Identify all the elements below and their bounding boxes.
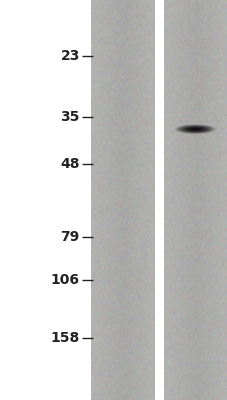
Text: 23: 23 xyxy=(60,49,79,63)
Bar xyxy=(154,0,163,400)
Text: 48: 48 xyxy=(60,157,79,171)
Text: 35: 35 xyxy=(60,110,79,124)
Text: 106: 106 xyxy=(51,273,79,287)
Text: 79: 79 xyxy=(60,230,79,244)
Text: 158: 158 xyxy=(50,331,79,345)
